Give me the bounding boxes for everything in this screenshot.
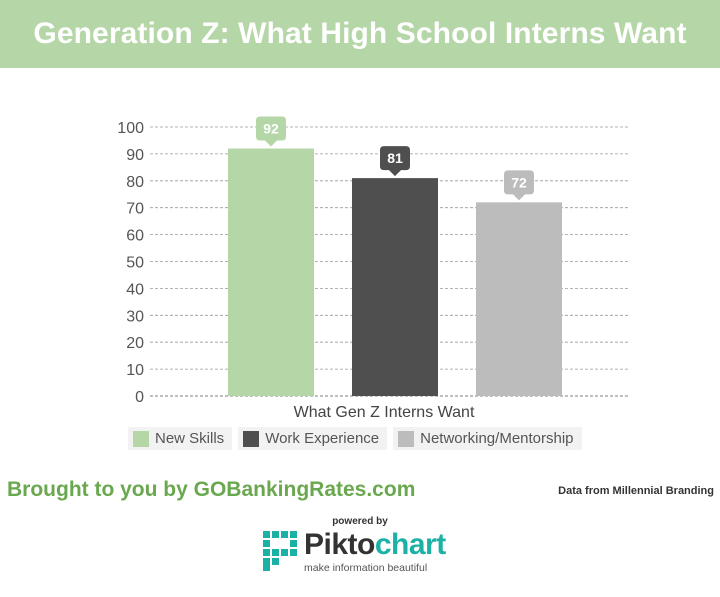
legend-item-work-experience[interactable]: Work Experience — [238, 427, 388, 450]
piktochart-wordmark: Piktochart — [304, 530, 446, 560]
legend-swatch — [243, 430, 260, 447]
legend-item-networking[interactable]: Networking/Mentorship — [393, 427, 582, 450]
y-tick-label: 30 — [126, 308, 144, 325]
piktochart-logo[interactable]: Piktochart make information beautiful — [262, 530, 446, 574]
y-tick-label: 0 — [135, 389, 144, 406]
bar-work-experience[interactable] — [352, 178, 438, 396]
y-tick-label: 80 — [126, 174, 144, 191]
title-banner: Generation Z: What High School Interns W… — [0, 0, 720, 68]
y-tick-label: 100 — [117, 120, 144, 137]
data-source: Data from Millennial Branding — [558, 485, 714, 497]
legend-item-new-skills[interactable]: New Skills — [128, 427, 233, 450]
svg-text:81: 81 — [387, 150, 403, 166]
wordmark-pikto: Pikto — [304, 528, 375, 561]
bar-chart: 0 10 20 30 40 50 60 70 80 90 100 92 81 72 What Gen Z… — [117, 116, 628, 421]
page-title: Generation Z: What High School Interns W… — [33, 17, 687, 50]
y-tick-label: 60 — [126, 228, 144, 245]
piktochart-tagline: make information beautiful — [304, 562, 428, 574]
svg-text:72: 72 — [511, 174, 527, 190]
y-tick-label: 10 — [126, 362, 144, 379]
y-tick-label: 70 — [126, 201, 144, 218]
legend-swatch — [133, 430, 149, 447]
svg-text:92: 92 — [263, 121, 279, 137]
value-labels: 92 81 72 — [256, 116, 534, 201]
y-tick-label: 90 — [126, 147, 144, 164]
powered-by-text: powered by — [332, 516, 388, 527]
legend-label: Networking/Mentorship — [420, 430, 574, 447]
legend-label: New Skills — [155, 430, 225, 447]
brought-by-text: Brought to you by GOBankingRates.com — [7, 478, 416, 501]
data-label: 72 — [504, 170, 534, 201]
x-axis-label: What Gen Z Interns Want — [294, 404, 475, 421]
y-tick-label: 40 — [126, 281, 144, 298]
y-tick-label: 20 — [126, 335, 144, 352]
bar-new-skills[interactable] — [228, 148, 314, 396]
legend-label: Work Experience — [265, 430, 380, 447]
bars — [228, 148, 562, 396]
data-label: 81 — [380, 146, 410, 177]
legend-swatch — [398, 430, 415, 447]
data-label: 92 — [256, 116, 286, 147]
legend: New Skills Work Experience Networking/Me… — [128, 427, 582, 450]
piktochart-logo-icon — [263, 531, 297, 571]
y-tick-label: 50 — [126, 255, 144, 272]
bar-networking-mentorship[interactable] — [476, 202, 562, 396]
wordmark-chart: chart — [374, 528, 446, 561]
y-axis: 0 10 20 30 40 50 60 70 80 90 100 — [117, 120, 144, 406]
